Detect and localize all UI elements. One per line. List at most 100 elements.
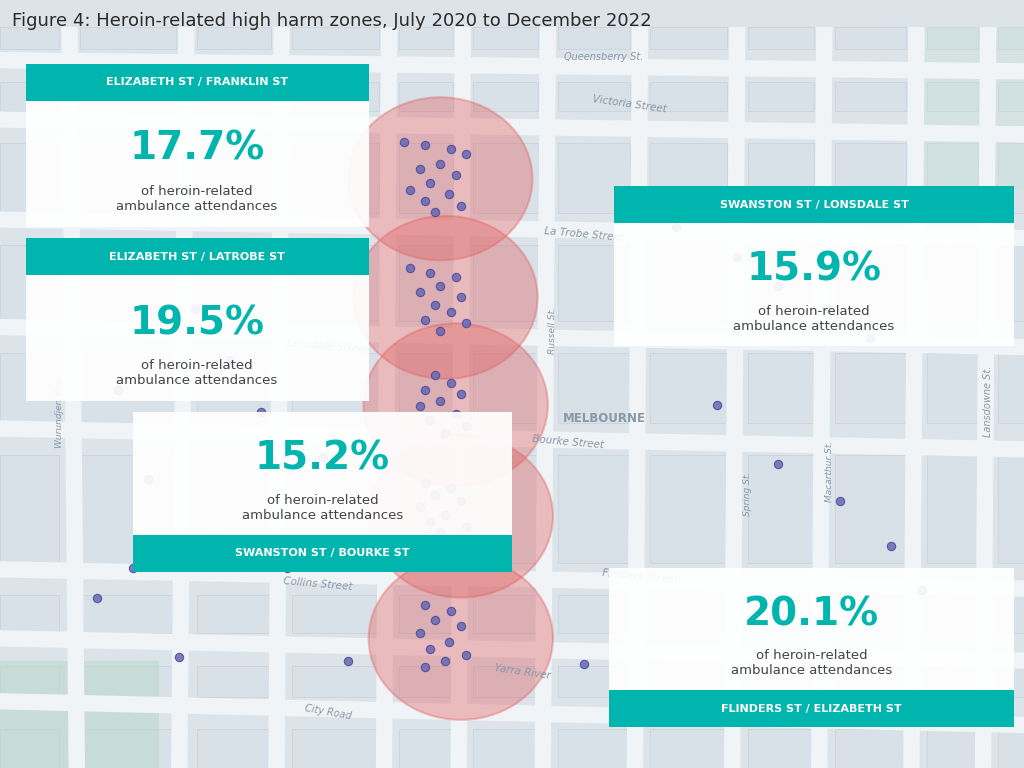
Text: Collins Street: Collins Street [283, 576, 352, 592]
Text: of heroin-related
ambulance attendances: of heroin-related ambulance attendances [733, 305, 895, 333]
Polygon shape [0, 694, 1024, 733]
Text: SWANSTON ST / LONSDALE ST: SWANSTON ST / LONSDALE ST [720, 200, 908, 210]
FancyBboxPatch shape [80, 595, 176, 633]
Text: 15.9%: 15.9% [746, 250, 882, 289]
FancyBboxPatch shape [473, 666, 538, 697]
FancyBboxPatch shape [399, 595, 453, 633]
FancyBboxPatch shape [26, 275, 369, 401]
FancyBboxPatch shape [835, 144, 906, 213]
FancyBboxPatch shape [835, 245, 906, 321]
FancyBboxPatch shape [292, 666, 379, 697]
FancyBboxPatch shape [197, 730, 271, 768]
FancyBboxPatch shape [80, 245, 176, 321]
FancyBboxPatch shape [473, 353, 538, 422]
Polygon shape [61, 27, 85, 768]
Text: of heroin-related
ambulance attendances: of heroin-related ambulance attendances [242, 494, 403, 521]
FancyBboxPatch shape [927, 595, 978, 633]
Polygon shape [535, 27, 556, 768]
FancyBboxPatch shape [998, 666, 1024, 697]
Text: 20.1%: 20.1% [744, 595, 879, 634]
FancyBboxPatch shape [748, 353, 814, 422]
FancyBboxPatch shape [927, 144, 978, 213]
FancyBboxPatch shape [399, 353, 453, 422]
Text: Macarthur St.: Macarthur St. [825, 441, 834, 502]
FancyBboxPatch shape [927, 666, 978, 697]
FancyBboxPatch shape [80, 144, 176, 213]
FancyBboxPatch shape [292, 730, 379, 768]
FancyBboxPatch shape [650, 353, 727, 422]
Polygon shape [451, 27, 471, 768]
FancyBboxPatch shape [650, 455, 727, 563]
FancyBboxPatch shape [399, 144, 453, 213]
Polygon shape [811, 27, 833, 768]
FancyBboxPatch shape [558, 27, 630, 49]
FancyBboxPatch shape [0, 595, 59, 633]
FancyBboxPatch shape [0, 730, 59, 768]
Ellipse shape [369, 557, 553, 720]
FancyBboxPatch shape [748, 82, 814, 111]
FancyBboxPatch shape [473, 245, 538, 321]
FancyBboxPatch shape [197, 595, 271, 633]
Text: Russell St.: Russell St. [549, 307, 557, 354]
Polygon shape [0, 561, 1024, 597]
FancyBboxPatch shape [650, 144, 727, 213]
FancyBboxPatch shape [558, 353, 630, 422]
FancyBboxPatch shape [399, 666, 453, 697]
Polygon shape [0, 52, 1024, 80]
FancyBboxPatch shape [927, 455, 978, 563]
FancyBboxPatch shape [292, 353, 379, 422]
FancyBboxPatch shape [748, 27, 814, 49]
FancyBboxPatch shape [473, 27, 538, 49]
FancyBboxPatch shape [399, 455, 453, 563]
Ellipse shape [348, 98, 532, 260]
Text: Yarra River: Yarra River [494, 663, 551, 680]
FancyBboxPatch shape [998, 595, 1024, 633]
FancyBboxPatch shape [473, 595, 538, 633]
Text: Lonsdale Street: Lonsdale Street [287, 339, 369, 356]
FancyBboxPatch shape [133, 535, 512, 571]
FancyBboxPatch shape [998, 245, 1024, 321]
Text: Queensberry St.: Queensberry St. [564, 51, 644, 61]
FancyBboxPatch shape [650, 730, 727, 768]
Text: FLINDERS ST / ELIZABETH ST: FLINDERS ST / ELIZABETH ST [721, 703, 902, 713]
FancyBboxPatch shape [609, 690, 1014, 727]
FancyBboxPatch shape [835, 730, 906, 768]
FancyBboxPatch shape [197, 245, 271, 321]
FancyBboxPatch shape [927, 82, 978, 111]
FancyBboxPatch shape [80, 666, 176, 697]
FancyBboxPatch shape [80, 730, 176, 768]
FancyBboxPatch shape [748, 730, 814, 768]
FancyBboxPatch shape [292, 455, 379, 563]
FancyBboxPatch shape [998, 455, 1024, 563]
FancyBboxPatch shape [80, 455, 176, 563]
Ellipse shape [369, 435, 553, 598]
FancyBboxPatch shape [80, 27, 176, 49]
Text: MELBOURNE: MELBOURNE [562, 412, 646, 425]
Text: Victoria Street: Victoria Street [592, 94, 668, 115]
FancyBboxPatch shape [558, 455, 630, 563]
FancyBboxPatch shape [558, 730, 630, 768]
Text: City Road: City Road [303, 703, 352, 721]
FancyBboxPatch shape [399, 730, 453, 768]
FancyBboxPatch shape [650, 27, 727, 49]
FancyBboxPatch shape [558, 666, 630, 697]
FancyBboxPatch shape [0, 245, 59, 321]
FancyBboxPatch shape [197, 27, 271, 49]
Text: SWANSTON ST / BOURKE ST: SWANSTON ST / BOURKE ST [236, 548, 410, 558]
FancyBboxPatch shape [399, 82, 453, 111]
FancyBboxPatch shape [473, 144, 538, 213]
FancyBboxPatch shape [835, 595, 906, 633]
FancyBboxPatch shape [835, 82, 906, 111]
Text: Spring St.: Spring St. [743, 472, 752, 516]
FancyBboxPatch shape [916, 27, 1024, 190]
FancyBboxPatch shape [197, 353, 271, 422]
Text: Lansdowne St.: Lansdowne St. [983, 366, 993, 437]
Polygon shape [171, 27, 195, 768]
FancyBboxPatch shape [473, 82, 538, 111]
FancyBboxPatch shape [399, 27, 453, 49]
Polygon shape [0, 319, 1024, 355]
Polygon shape [903, 27, 925, 768]
FancyBboxPatch shape [197, 144, 271, 213]
Polygon shape [0, 420, 1024, 458]
FancyBboxPatch shape [927, 27, 978, 49]
